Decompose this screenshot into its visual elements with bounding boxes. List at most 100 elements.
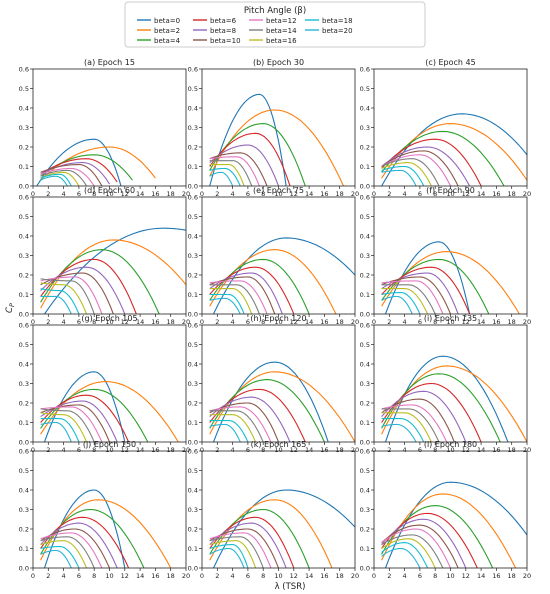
- x-tick-label: 20: [351, 572, 359, 580]
- series-line-beta-2: [381, 493, 516, 568]
- x-tick-label: 0: [200, 446, 204, 454]
- legend-label-beta-2: beta=2: [154, 27, 180, 35]
- y-tick-label: 0.1: [19, 419, 29, 427]
- x-tick-label: 0: [372, 572, 376, 580]
- x-tick-label: 20: [182, 190, 190, 198]
- series-line-beta-12: [381, 404, 448, 442]
- series-line-beta-20: [381, 169, 417, 186]
- x-tick-label: 20: [523, 572, 531, 580]
- plot-title: (e) Epoch 75: [253, 186, 304, 195]
- x-tick-label: 4: [231, 318, 235, 326]
- x-tick-label: 0: [372, 318, 376, 326]
- x-tick-label: 18: [167, 190, 175, 198]
- x-tick-label: 10: [446, 572, 454, 580]
- y-tick-label: 0.3: [188, 380, 198, 388]
- series-line-beta-10: [381, 150, 459, 186]
- plot-frame: [373, 68, 528, 187]
- series-line-beta-16: [381, 412, 432, 442]
- y-tick-label: 0.1: [360, 419, 370, 427]
- series-line-beta-16: [209, 414, 257, 442]
- x-tick-label: 12: [121, 446, 129, 454]
- y-tick-label: 0.4: [188, 486, 198, 494]
- series-line-beta-16: [40, 540, 88, 568]
- x-tick-label: 2: [215, 446, 219, 454]
- x-tick-label: 6: [418, 318, 422, 326]
- series-line-beta-12: [209, 406, 272, 442]
- x-tick-label: 2: [387, 318, 391, 326]
- series-line-beta-14: [381, 158, 440, 186]
- series-line-beta-6: [209, 132, 291, 186]
- series-line-beta-8: [209, 522, 287, 568]
- x-tick-label: 16: [492, 572, 500, 580]
- legend-label-beta-6: beta=6: [210, 17, 237, 25]
- x-tick-label: 6: [246, 572, 250, 580]
- series-line-beta-18: [381, 165, 425, 186]
- x-tick-label: 0: [200, 572, 204, 580]
- x-tick-label: 14: [305, 190, 313, 198]
- x-tick-label: 18: [508, 446, 516, 454]
- legend-frame: [124, 1, 426, 48]
- x-tick-label: 8: [92, 572, 96, 580]
- series-line-beta-0: [384, 241, 471, 314]
- y-tick-label: 0.6: [188, 321, 198, 329]
- series-line-beta-8: [209, 396, 291, 442]
- y-tick-label: 0.0: [188, 564, 198, 572]
- series-line-beta-12: [40, 276, 103, 314]
- series-line-beta-10: [209, 402, 280, 442]
- y-tick-label: 0.2: [188, 525, 198, 533]
- series-line-beta-20: [40, 295, 72, 314]
- legend-label-beta-18: beta=18: [322, 17, 353, 25]
- x-tick-label: 20: [523, 446, 531, 454]
- series-line-beta-16: [381, 162, 432, 186]
- series-line-beta-8: [40, 522, 118, 568]
- series-line-beta-0: [44, 227, 186, 314]
- x-tick-label: 16: [151, 446, 159, 454]
- y-tick-label: 0.1: [19, 163, 29, 171]
- series-line-beta-12: [40, 167, 95, 186]
- y-tick-label: 0.4: [19, 360, 29, 368]
- legend-label-beta-8: beta=8: [210, 27, 236, 35]
- y-tick-label: 0.2: [19, 399, 29, 407]
- series-line-beta-12: [381, 528, 451, 568]
- x-tick-label: 14: [477, 572, 485, 580]
- y-tick-label: 0.4: [360, 104, 370, 112]
- x-tick-label: 14: [477, 190, 485, 198]
- x-tick-label: 18: [167, 318, 175, 326]
- series-line-beta-10: [40, 164, 103, 186]
- series-line-beta-20: [40, 421, 72, 442]
- x-tick-label: 12: [290, 190, 298, 198]
- series-line-beta-0: [213, 489, 355, 568]
- series-line-beta-10: [209, 152, 268, 186]
- x-tick-label: 0: [200, 318, 204, 326]
- legend-label-beta-20: beta=20: [322, 27, 353, 35]
- x-tick-label: 6: [77, 572, 81, 580]
- series-line-beta-16: [381, 538, 436, 568]
- y-tick-label: 0.1: [188, 545, 198, 553]
- x-tick-label: 18: [336, 572, 344, 580]
- series-line-beta-18: [381, 542, 429, 568]
- plot-frame: [32, 324, 187, 443]
- plot-title: (a) Epoch 15: [84, 58, 135, 67]
- legend-title: Pitch Angle (β): [244, 6, 306, 16]
- x-tick-label: 0: [31, 190, 35, 198]
- x-tick-label: 12: [462, 446, 470, 454]
- y-tick-label: 0.0: [19, 182, 29, 190]
- y-tick-label: 0.6: [360, 65, 370, 73]
- plot-1: (a) Epoch 15 0 2 4 6 8 10 12 14 16 18 20 0.0 0.1 0.2 0.…: [19, 58, 190, 198]
- x-tick-label: 12: [290, 318, 298, 326]
- series-line-beta-20: [40, 549, 72, 568]
- series-line-beta-6: [381, 138, 482, 186]
- y-tick-label: 0.6: [19, 321, 29, 329]
- x-tick-label: 20: [182, 572, 190, 580]
- x-tick-label: 4: [403, 446, 407, 454]
- x-tick-label: 2: [387, 190, 391, 198]
- series-line-beta-2: [381, 365, 527, 442]
- y-tick-label: 0.3: [19, 506, 29, 514]
- x-tick-label: 14: [305, 318, 313, 326]
- y-tick-label: 0.5: [360, 341, 370, 349]
- series-line-beta-12: [381, 280, 444, 314]
- series-line-beta-14: [40, 408, 95, 442]
- series-line-beta-16: [40, 412, 88, 442]
- y-tick-label: 0.3: [19, 380, 29, 388]
- y-tick-label: 0.6: [19, 65, 29, 73]
